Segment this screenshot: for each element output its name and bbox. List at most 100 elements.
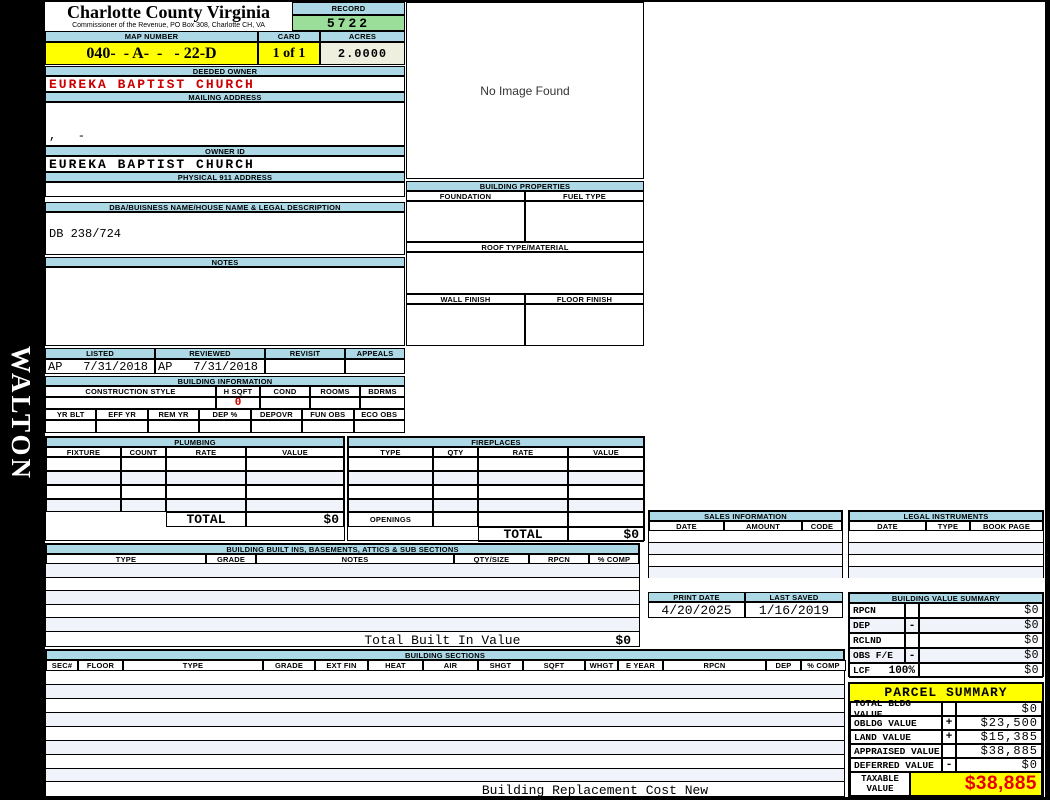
reviewed-value: AP 7/31/2018 bbox=[155, 359, 265, 374]
table-row bbox=[348, 471, 644, 485]
bvs-lcf-label: LCF bbox=[853, 665, 871, 676]
col-dep-pct: DEP % bbox=[199, 409, 251, 420]
col-bi-type: TYPE bbox=[46, 554, 206, 564]
mailing-address-value: , - bbox=[49, 129, 86, 143]
col-eff-yr: EFF YR bbox=[96, 409, 148, 420]
col-h-sqft: H SQFT bbox=[216, 386, 260, 397]
h-sqft-value: 0 bbox=[216, 397, 260, 409]
table-row bbox=[46, 755, 844, 769]
built-ins-total-row: Total Built In Value $0 bbox=[46, 632, 639, 648]
plumbing-title: PLUMBING bbox=[46, 437, 344, 447]
col-bi-notes: NOTES bbox=[256, 554, 454, 564]
plumbing-total-label: TOTAL bbox=[166, 512, 246, 527]
taxable-label-line1: TAXABLE bbox=[861, 774, 899, 784]
table-row bbox=[46, 713, 844, 727]
col-type: TYPE bbox=[123, 660, 263, 671]
ps-obldg-value: $23,500 bbox=[956, 716, 1042, 730]
ps-row-taxable: TAXABLE VALUE $38,885 bbox=[850, 772, 1042, 796]
map-header-row: MAP NUMBER CARD ACRES bbox=[45, 31, 405, 42]
building-sections-footer-row: Building Replacement Cost New bbox=[46, 782, 844, 798]
appeals-header: APPEALS bbox=[345, 348, 405, 359]
taxable-value: $38,885 bbox=[964, 773, 1037, 794]
map-number-value: 040- - A- - - 22-D bbox=[45, 42, 258, 65]
col-fp-value: VALUE bbox=[568, 447, 644, 457]
col-yr-blt: YR BLT bbox=[45, 409, 97, 420]
card-value: 1 of 1 bbox=[258, 42, 320, 65]
table-row bbox=[46, 605, 639, 618]
col-bi-comp: % COMP bbox=[589, 554, 639, 564]
table-row bbox=[348, 499, 644, 512]
building-properties-header: BUILDING PROPERTIES bbox=[406, 181, 644, 191]
fireplaces-total-row: TOTAL $0 bbox=[348, 527, 644, 542]
bvs-rpcn-value: $0 bbox=[919, 603, 1043, 618]
sales-information-table: SALES INFORMATION DATE AMOUNT CODE bbox=[648, 510, 843, 578]
owner-id-value: EUREKA BAPTIST CHURCH bbox=[45, 156, 405, 172]
built-ins-table: BUILDING BUILT INS, BASEMENTS, ATTICS & … bbox=[45, 543, 640, 648]
ps-row-total-bldg: TOTAL BLDG VALUE $0 bbox=[850, 698, 1042, 720]
col-rooms: ROOMS bbox=[310, 386, 360, 397]
dba-box: DB 238/724 bbox=[45, 212, 405, 255]
foundation-header: FOUNDATION bbox=[406, 191, 525, 201]
table-row bbox=[46, 741, 844, 755]
col-sqft: SQFT bbox=[523, 660, 585, 671]
col-grade: GRADE bbox=[263, 660, 315, 671]
parcel-summary-title: PARCEL SUMMARY bbox=[884, 685, 1008, 700]
bdrms-value bbox=[360, 397, 405, 409]
reviewed-header: REVIEWED bbox=[155, 348, 265, 359]
ps-total-bldg-label: TOTAL BLDG VALUE bbox=[850, 698, 942, 720]
rooms-value bbox=[310, 397, 360, 409]
fireplaces-total-value: $0 bbox=[568, 527, 644, 542]
col-legal-date: DATE bbox=[849, 521, 926, 531]
building-properties: BUILDING PROPERTIES FOUNDATION FUEL TYPE… bbox=[406, 181, 644, 346]
record-value: 5722 bbox=[292, 15, 405, 31]
floor-finish-header: FLOOR FINISH bbox=[525, 294, 644, 304]
physical-address-header: PHYSICAL 911 ADDRESS bbox=[45, 172, 405, 182]
col-book-page: BOOK PAGE bbox=[970, 521, 1043, 531]
no-image-text: No Image Found bbox=[480, 83, 570, 98]
bvs-rpcn-label: RPCN bbox=[853, 605, 876, 616]
bvs-obs-value: $0 bbox=[919, 648, 1043, 663]
ps-row-obldg: OBLDG VALUE + $23,500 bbox=[850, 716, 1042, 730]
bvs-dep-label: DEP bbox=[853, 620, 871, 631]
openings-label: OPENINGS bbox=[348, 512, 433, 527]
ps-deferred-value: $0 bbox=[956, 758, 1042, 772]
wall-finish-header: WALL FINISH bbox=[406, 294, 525, 304]
building-value-summary-title: BUILDING VALUE SUMMARY bbox=[849, 593, 1043, 603]
col-fp-type: TYPE bbox=[348, 447, 433, 457]
table-row bbox=[46, 685, 844, 699]
bvs-rclnd-value: $0 bbox=[919, 633, 1043, 648]
roof-type-box bbox=[406, 252, 644, 294]
taxable-label-line2: VALUE bbox=[866, 784, 894, 794]
col-legal-type: TYPE bbox=[926, 521, 970, 531]
fireplaces-table: FIREPLACES TYPE QTY RATE VALUE OPENINGS … bbox=[347, 436, 645, 542]
table-row bbox=[46, 699, 844, 713]
bvs-lcf-percent: 100% bbox=[888, 664, 915, 677]
notes-box bbox=[45, 267, 405, 346]
built-ins-total-value: $0 bbox=[615, 632, 631, 648]
record-header: RECORD bbox=[292, 2, 405, 15]
ps-obldg-op: + bbox=[942, 716, 956, 730]
revisit-value bbox=[265, 359, 345, 374]
table-row bbox=[46, 499, 344, 512]
col-fixture: FIXTURE bbox=[46, 447, 121, 457]
print-date-value: 4/20/2025 bbox=[648, 602, 745, 618]
ps-row-deferred: DEFERRED VALUE - $0 bbox=[850, 758, 1042, 772]
col-bi-grade: GRADE bbox=[206, 554, 256, 564]
bvs-obs-op: - bbox=[905, 648, 919, 663]
col-floor: FLOOR bbox=[78, 660, 123, 671]
owner-id-header: OWNER ID bbox=[45, 146, 405, 156]
plumbing-total-value: $0 bbox=[246, 512, 344, 527]
plumbing-table: PLUMBING FIXTURE COUNT RATE VALUE TOTAL … bbox=[45, 436, 345, 541]
parcel-summary-title-row: PARCEL SUMMARY bbox=[850, 684, 1042, 702]
listed-date: 7/31/2018 bbox=[83, 359, 148, 374]
bvs-row-obs: OBS F/E - $0 bbox=[849, 648, 1043, 663]
map-number-header: MAP NUMBER bbox=[45, 31, 258, 42]
building-sections-title: BUILDING SECTIONS bbox=[46, 650, 844, 660]
bvs-lcf-value: $0 bbox=[919, 663, 1043, 678]
acres-value: 2.0000 bbox=[320, 42, 405, 65]
building-value-summary: BUILDING VALUE SUMMARY RPCN $0 DEP - $0 … bbox=[848, 592, 1044, 678]
ps-row-appraised: APPRAISED VALUE $38,885 bbox=[850, 744, 1042, 758]
notes-header: NOTES bbox=[45, 257, 405, 267]
print-date-header: PRINT DATE bbox=[648, 592, 745, 602]
taxable-value-cell: $38,885 bbox=[910, 772, 1042, 796]
